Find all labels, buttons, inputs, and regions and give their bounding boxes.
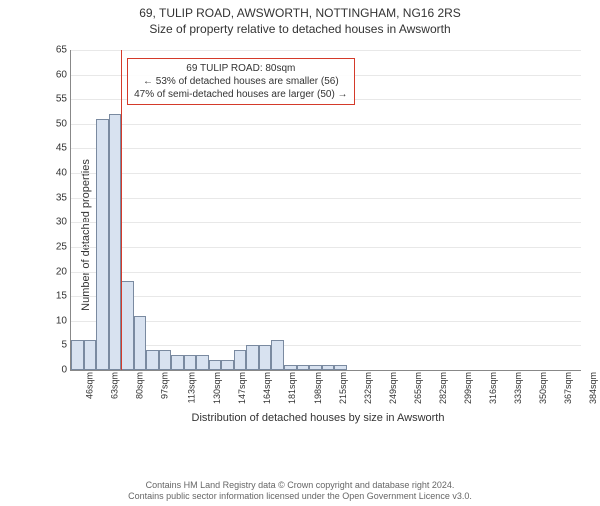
- y-tick-label: 40: [56, 168, 67, 179]
- y-tick-label: 5: [61, 340, 67, 351]
- histogram-bar: [184, 355, 197, 370]
- histogram-bar: [209, 360, 222, 370]
- chart-container: Number of detached properties 0510152025…: [48, 50, 588, 420]
- histogram-bar: [297, 365, 310, 370]
- histogram-bar: [234, 350, 247, 370]
- x-tick-label: 299sqm: [463, 372, 473, 404]
- gridline: [71, 148, 581, 149]
- x-tick-label: 63sqm: [110, 372, 120, 399]
- gridline: [71, 124, 581, 125]
- histogram-bar: [159, 350, 172, 370]
- x-axis-label: Distribution of detached houses by size …: [192, 412, 445, 424]
- y-tick-label: 55: [56, 94, 67, 105]
- gridline: [71, 345, 581, 346]
- x-tick-label: 130sqm: [212, 372, 222, 404]
- x-tick-label: 164sqm: [262, 372, 272, 404]
- y-tick-label: 50: [56, 118, 67, 129]
- x-tick-label: 113sqm: [187, 372, 197, 403]
- histogram-bar: [322, 365, 335, 370]
- gridline: [71, 50, 581, 51]
- x-tick-label: 80sqm: [135, 372, 145, 399]
- gridline: [71, 222, 581, 223]
- x-tick-label: 333sqm: [513, 372, 523, 404]
- x-tick-label: 46sqm: [85, 372, 95, 399]
- histogram-bar: [121, 281, 134, 370]
- callout-line2: ← 53% of detached houses are smaller (56…: [134, 75, 347, 88]
- gridline: [71, 272, 581, 273]
- histogram-bar: [134, 316, 147, 370]
- gridline: [71, 247, 581, 248]
- x-tick-label: 215sqm: [338, 372, 348, 404]
- histogram-bar: [171, 355, 184, 370]
- gridline: [71, 198, 581, 199]
- histogram-bar: [96, 119, 109, 370]
- x-tick-label: 316sqm: [488, 372, 498, 404]
- histogram-bar: [309, 365, 322, 370]
- y-tick-label: 60: [56, 69, 67, 80]
- x-tick-label: 282sqm: [438, 372, 448, 404]
- plot-area: 0510152025303540455055606546sqm63sqm80sq…: [70, 50, 581, 371]
- y-tick-label: 0: [61, 365, 67, 376]
- reference-line: [121, 50, 122, 370]
- page-title-line1: 69, TULIP ROAD, AWSWORTH, NOTTINGHAM, NG…: [0, 6, 600, 20]
- gridline: [71, 296, 581, 297]
- x-tick-label: 147sqm: [237, 372, 247, 404]
- y-tick-label: 65: [56, 45, 67, 56]
- histogram-bar: [221, 360, 234, 370]
- footer-attribution: Contains HM Land Registry data © Crown c…: [0, 480, 600, 503]
- footer-line1: Contains HM Land Registry data © Crown c…: [0, 480, 600, 491]
- x-tick-label: 181sqm: [287, 372, 297, 404]
- footer-line2: Contains public sector information licen…: [0, 491, 600, 502]
- y-tick-label: 30: [56, 217, 67, 228]
- histogram-bar: [84, 340, 97, 370]
- histogram-bar: [334, 365, 347, 370]
- y-tick-label: 35: [56, 192, 67, 203]
- histogram-bar: [109, 114, 122, 370]
- x-tick-label: 249sqm: [388, 372, 398, 404]
- x-tick-label: 265sqm: [413, 372, 423, 404]
- y-tick-label: 15: [56, 291, 67, 302]
- x-tick-label: 198sqm: [313, 372, 323, 404]
- x-tick-label: 97sqm: [160, 372, 170, 399]
- histogram-bar: [271, 340, 284, 370]
- callout-line3: 47% of semi-detached houses are larger (…: [134, 88, 347, 101]
- y-tick-label: 20: [56, 266, 67, 277]
- x-tick-label: 367sqm: [563, 372, 573, 404]
- histogram-bar: [259, 345, 272, 370]
- gridline: [71, 173, 581, 174]
- page-title-line2: Size of property relative to detached ho…: [0, 22, 600, 36]
- histogram-bar: [71, 340, 84, 370]
- callout-box: 69 TULIP ROAD: 80sqm← 53% of detached ho…: [127, 58, 354, 105]
- callout-line1: 69 TULIP ROAD: 80sqm: [134, 62, 347, 75]
- x-tick-label: 350sqm: [538, 372, 548, 404]
- y-tick-label: 25: [56, 241, 67, 252]
- x-tick-label: 384sqm: [588, 372, 598, 404]
- y-tick-label: 45: [56, 143, 67, 154]
- histogram-bar: [196, 355, 209, 370]
- x-tick-label: 232sqm: [363, 372, 373, 404]
- gridline: [71, 321, 581, 322]
- y-tick-label: 10: [56, 315, 67, 326]
- histogram-bar: [246, 345, 259, 370]
- histogram-bar: [146, 350, 159, 370]
- histogram-bar: [284, 365, 297, 370]
